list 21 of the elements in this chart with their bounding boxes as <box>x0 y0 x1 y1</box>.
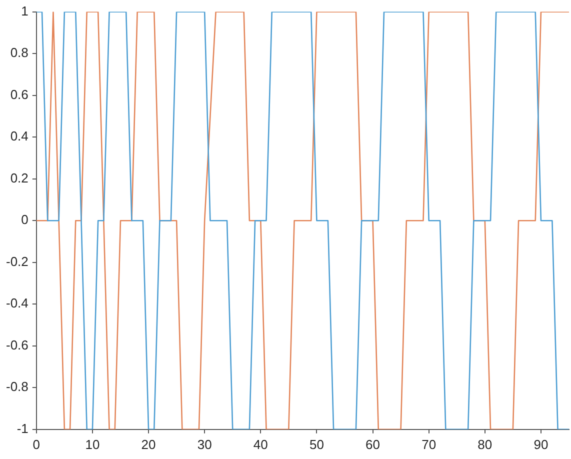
y-tick-label: 0.8 <box>10 45 28 60</box>
x-tick-label: 20 <box>141 436 156 452</box>
x-tick-label: 30 <box>197 436 212 452</box>
y-tick-label: -0.6 <box>6 337 28 352</box>
x-tick-label: 10 <box>85 436 100 452</box>
x-tick-label: 0 <box>32 436 40 452</box>
y-tick-label: -0.2 <box>6 254 28 269</box>
x-tick-label: 80 <box>478 436 492 452</box>
x-tick-label: 50 <box>309 436 324 452</box>
y-tick-label: 1 <box>21 3 28 18</box>
y-tick-label: -1 <box>16 420 28 436</box>
y-tick-label: -0.8 <box>6 379 28 394</box>
x-tick-label: 40 <box>253 436 268 452</box>
y-tick-label: 0.6 <box>10 86 28 102</box>
y-tick-label: 0 <box>21 212 28 228</box>
y-tick-label: -0.4 <box>6 296 28 311</box>
y-tick-label: 0.4 <box>10 128 28 144</box>
x-tick-label: 60 <box>366 436 380 452</box>
x-tick-label: 70 <box>422 436 436 452</box>
x-tick-label: 90 <box>534 436 548 452</box>
y-tick-label: 0.2 <box>10 170 28 186</box>
